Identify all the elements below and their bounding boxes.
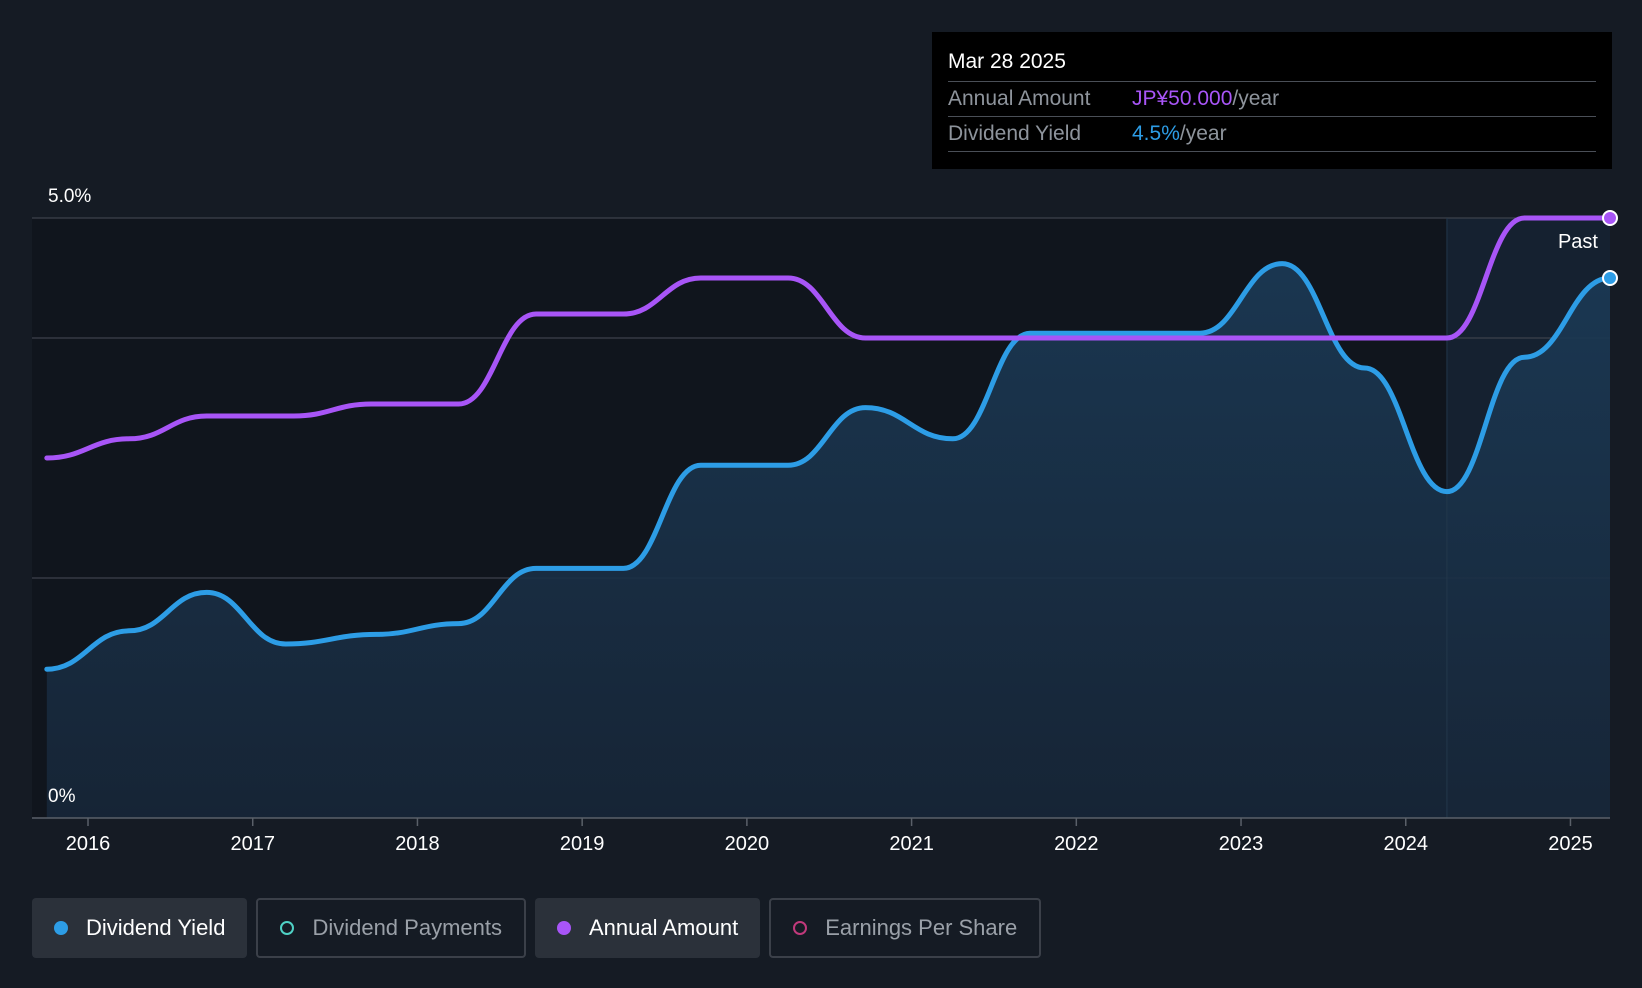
x-tick-label: 2016 — [66, 833, 111, 855]
tooltip: Mar 28 2025 Annual Amount JP¥50.000 /yea… — [932, 32, 1612, 169]
legend-earnings-per-share[interactable]: Earnings Per Share — [769, 898, 1042, 958]
past-label: Past — [1558, 231, 1598, 253]
y-axis-min-label: 0% — [48, 786, 76, 807]
dividend-yield-area — [46, 263, 1611, 819]
tooltip-value: 4.5% — [1132, 122, 1180, 145]
annual-amount-line — [44, 215, 1613, 461]
legend-label: Dividend Yield — [86, 915, 226, 940]
legend-dot-icon — [54, 921, 68, 935]
legend: Dividend Yield Dividend Payments Annual … — [32, 898, 1042, 958]
x-tick-label: 2025 — [1548, 833, 1593, 855]
x-tick-label: 2023 — [1219, 833, 1264, 855]
tooltip-row-annual-amount: Annual Amount JP¥50.000 /year — [948, 82, 1596, 117]
legend-ring-icon — [793, 921, 808, 935]
x-tick-label: 2020 — [725, 833, 770, 855]
legend-ring-icon — [280, 921, 295, 935]
dividend-yield-end-marker[interactable] — [1602, 270, 1618, 286]
legend-dividend-payments[interactable]: Dividend Payments — [256, 898, 526, 958]
tooltip-key: Annual Amount — [948, 87, 1091, 110]
x-tick-label: 2022 — [1054, 833, 1099, 855]
x-tick-label: 2024 — [1383, 833, 1428, 855]
x-tick-label: 2018 — [395, 833, 440, 855]
y-axis-max-label: 5.0% — [48, 186, 91, 207]
tooltip-unit: /year — [1179, 122, 1227, 145]
tooltip-date: Mar 28 2025 — [948, 46, 1596, 82]
legend-annual-amount[interactable]: Annual Amount — [534, 898, 761, 958]
x-tick-label: 2017 — [230, 833, 275, 855]
legend-dot-icon — [556, 921, 571, 935]
tooltip-value: JP¥50.000 — [1132, 87, 1233, 110]
dividend-yield-line — [44, 261, 1613, 672]
annual-amount-end-marker[interactable] — [1602, 210, 1618, 226]
tooltip-row-dividend-yield: Dividend Yield 4.5% /year — [948, 117, 1596, 152]
x-tick-label: 2021 — [889, 833, 934, 855]
x-tick-label: 2019 — [560, 833, 605, 855]
tooltip-key: Dividend Yield — [948, 122, 1082, 145]
legend-label: Dividend Payments — [312, 915, 502, 940]
legend-label: Annual Amount — [588, 915, 739, 940]
legend-label: Earnings Per Share — [825, 915, 1018, 940]
legend-dividend-yield[interactable]: Dividend Yield — [32, 898, 248, 958]
tooltip-unit: /year — [1232, 87, 1280, 110]
